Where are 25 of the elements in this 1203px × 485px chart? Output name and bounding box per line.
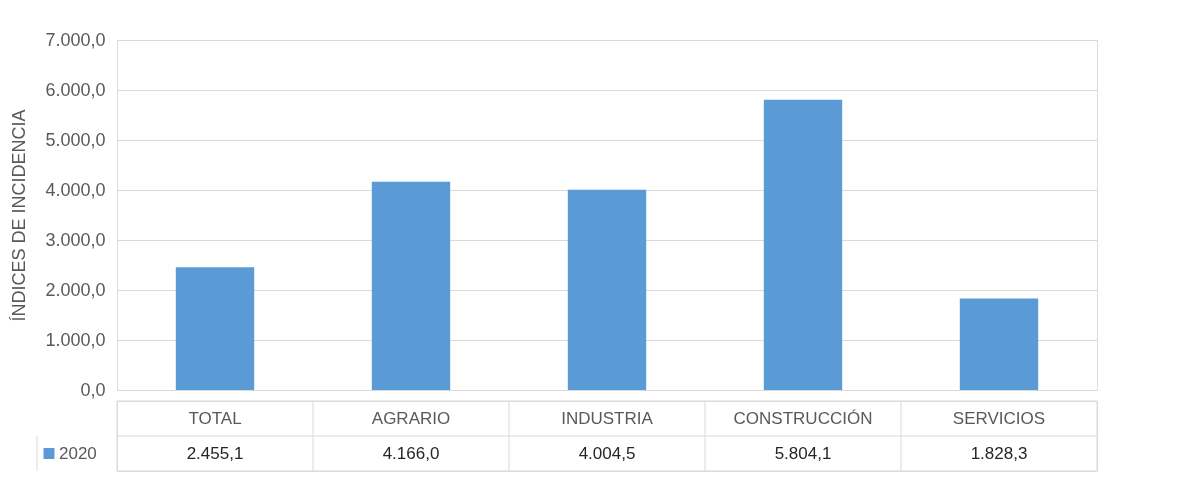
data-label: 5.804,1: [774, 443, 832, 463]
y-tick-label: 5.000,0: [45, 129, 106, 150]
y-tick-label: 2.000,0: [45, 279, 106, 300]
bar: [567, 189, 647, 390]
bar: [175, 267, 255, 390]
data-label: 2.455,1: [186, 443, 244, 463]
bar: [763, 99, 843, 390]
y-axis-title: ÍNDICES DE INCIDENCIA: [9, 109, 30, 322]
x-tick-label: CONSTRUCCIÓN: [733, 408, 873, 428]
x-tick-label: AGRARIO: [371, 408, 451, 428]
x-tick-label: TOTAL: [188, 408, 242, 428]
bar: [959, 298, 1039, 390]
y-tick-label: 3.000,0: [45, 229, 106, 250]
data-label: 1.828,3: [970, 443, 1028, 463]
data-label: 4.166,0: [382, 443, 440, 463]
y-tick-label: 1.000,0: [45, 329, 106, 350]
y-tick-label: 6.000,0: [45, 79, 106, 100]
y-tick-label: 0,0: [80, 379, 106, 400]
x-tick-label: SERVICIOS: [952, 408, 1046, 428]
legend-label: 2020: [59, 443, 97, 463]
data-label: 4.004,5: [578, 443, 636, 463]
y-tick-label: 4.000,0: [45, 179, 106, 200]
y-tick-label: 7.000,0: [45, 29, 106, 50]
bar: [371, 181, 451, 390]
x-tick-label: INDUSTRIA: [561, 408, 654, 428]
